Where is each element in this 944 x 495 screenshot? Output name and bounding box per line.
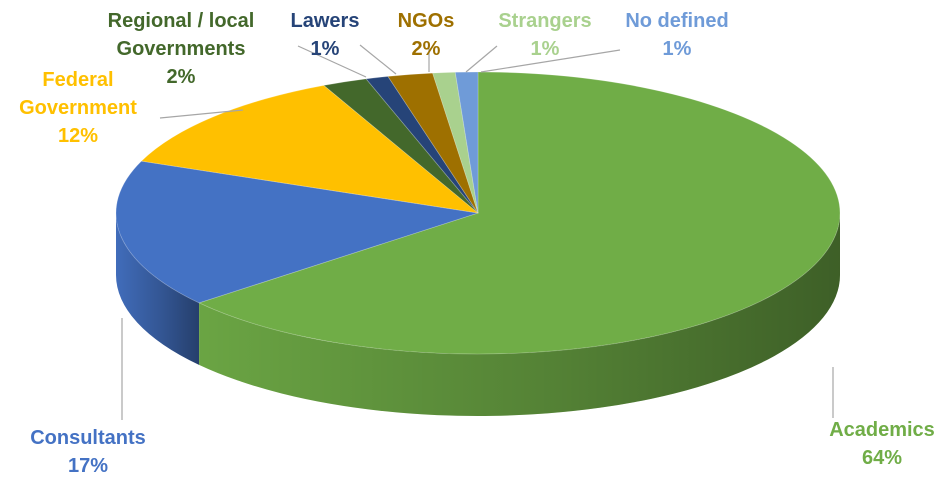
pie-side-walls bbox=[115, 213, 840, 416]
category-label-consultants: Consultants bbox=[30, 427, 146, 449]
leader-no-defined bbox=[480, 49, 621, 73]
category-label-academics: Academics bbox=[829, 419, 935, 441]
category-label-strangers: Strangers bbox=[498, 10, 591, 32]
slice-federal-government bbox=[140, 84, 480, 214]
value-label-lawers: 1% bbox=[311, 38, 340, 60]
data-labels: Academics64%Consultants17%FederalGovernm… bbox=[19, 10, 935, 477]
leader-lawers bbox=[359, 44, 397, 75]
slice-academics bbox=[197, 71, 841, 355]
category-label-federal-government: Government bbox=[19, 97, 137, 119]
value-label-academics: 64% bbox=[862, 447, 902, 469]
slice-consultants bbox=[115, 160, 479, 304]
value-label-regional-local-governments: 2% bbox=[167, 66, 196, 88]
slice-lawers bbox=[365, 76, 479, 214]
category-label-ngos: NGOs bbox=[398, 10, 455, 32]
value-label-federal-government: 12% bbox=[58, 125, 98, 147]
value-label-ngos: 2% bbox=[412, 38, 441, 60]
category-label-no-defined: No defined bbox=[625, 10, 728, 32]
slice-ngos bbox=[387, 72, 479, 214]
leader-federal-government bbox=[159, 109, 244, 119]
value-label-consultants: 17% bbox=[68, 455, 108, 477]
leader-lines bbox=[121, 44, 834, 420]
value-label-no-defined: 1% bbox=[663, 38, 692, 60]
category-label-regional-local-governments: Governments bbox=[117, 38, 246, 60]
side-consultants-shade bbox=[115, 213, 200, 365]
pie-top-faces bbox=[115, 71, 841, 355]
value-label-strangers: 1% bbox=[531, 38, 560, 60]
leader-regional-local-governments bbox=[297, 45, 367, 78]
side-academics-shade bbox=[199, 213, 840, 416]
leader-strangers bbox=[465, 45, 498, 73]
category-label-lawers: Lawers bbox=[291, 10, 360, 32]
category-label-federal-government: Federal bbox=[42, 69, 113, 91]
slice-regional-local-governments bbox=[322, 78, 479, 214]
slice-strangers bbox=[432, 71, 479, 214]
category-label-regional-local-governments: Regional / local bbox=[108, 10, 255, 32]
